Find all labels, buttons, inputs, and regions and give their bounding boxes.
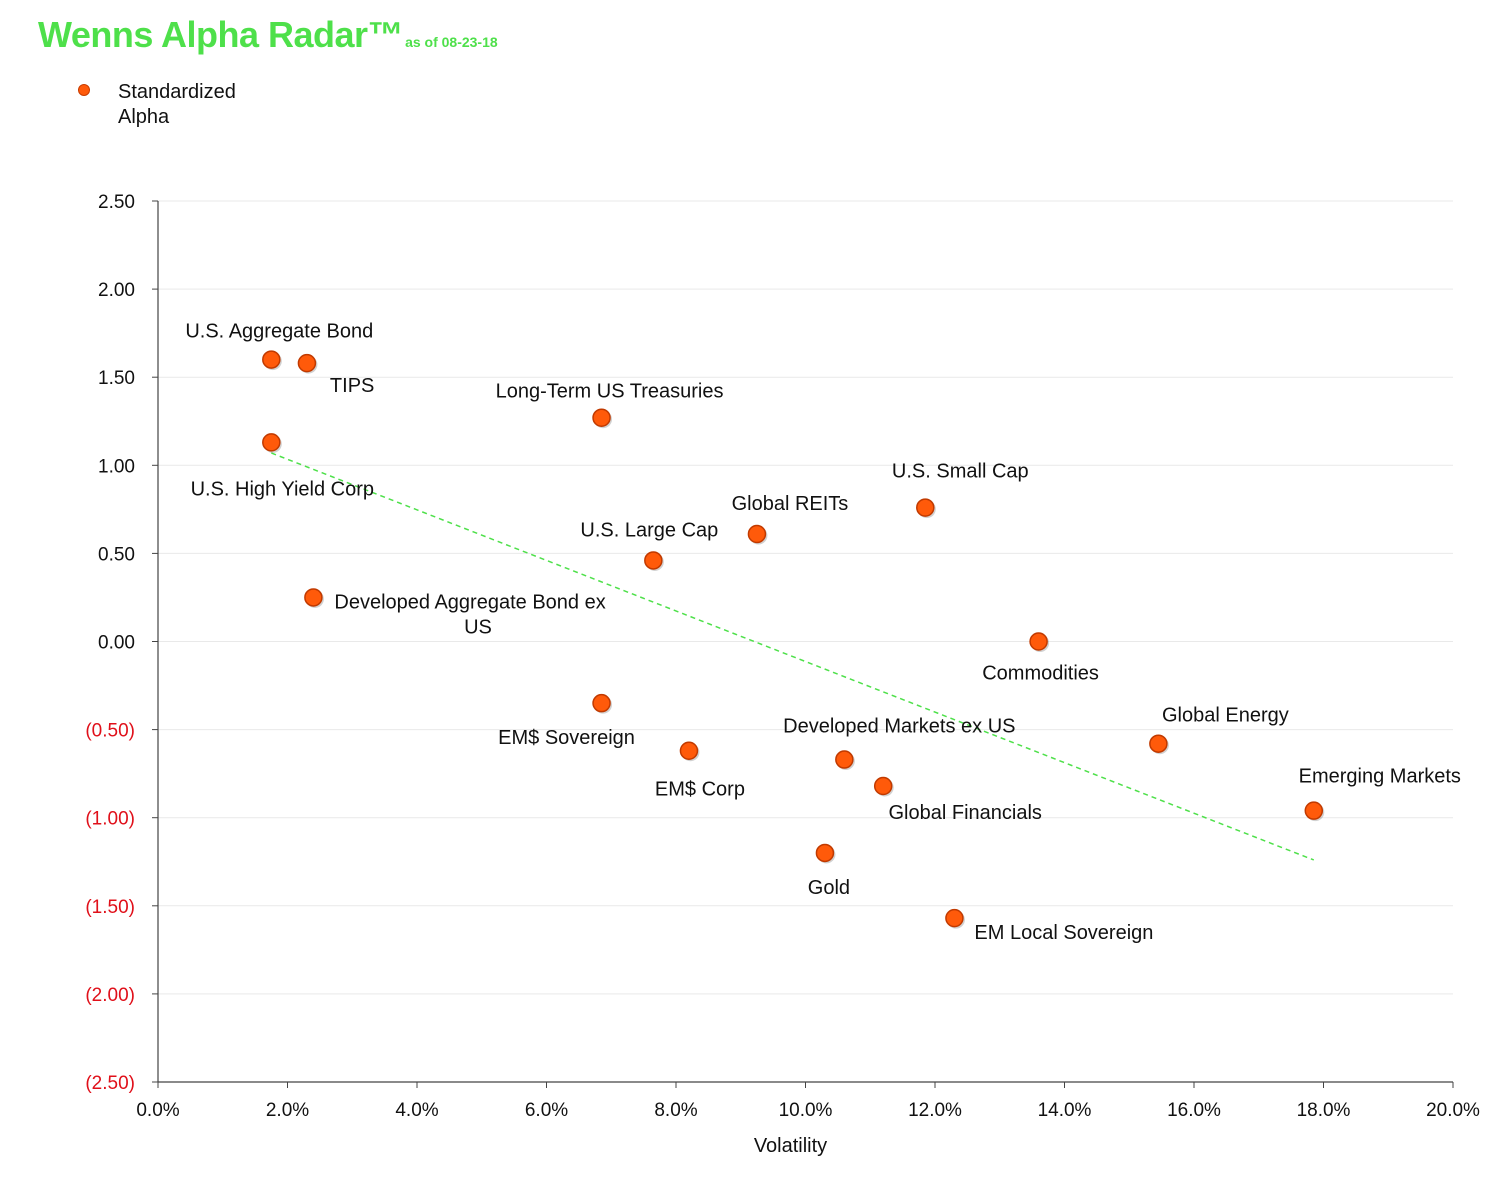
x-tick-label: 4.0% <box>395 1100 438 1121</box>
chart-subtitle: as of 08-23-18 <box>405 34 498 50</box>
data-point-label: Emerging Markets <box>1299 766 1461 788</box>
data-point-label: Developed Aggregate Bond ex <box>334 591 605 613</box>
x-tick-label: 20.0% <box>1426 1100 1480 1121</box>
x-tick-label: 6.0% <box>525 1100 568 1121</box>
data-point <box>916 498 935 517</box>
data-points <box>262 350 1325 929</box>
data-point-label: U.S. High Yield Corp <box>191 478 374 500</box>
data-point <box>304 588 323 607</box>
data-point <box>945 908 964 928</box>
data-point-label: Commodities <box>982 663 1099 685</box>
data-point <box>262 350 281 369</box>
data-point-label: U.S. Small Cap <box>892 461 1029 483</box>
data-point <box>1304 801 1324 820</box>
x-tick-label: 8.0% <box>654 1100 697 1121</box>
data-point-label: Global REITs <box>732 493 849 515</box>
tick-labels: 2.50 2.00 1.50 1.00 0.50 0.00 (0.50) (1.00) (1.5… <box>85 192 1480 1121</box>
y-tick-label: 0.50 <box>98 544 135 565</box>
data-point-label: TIPS <box>330 375 374 397</box>
chart-title: Wenns Alpha Radar™ <box>38 14 404 55</box>
x-tick-label: 10.0% <box>779 1100 833 1121</box>
data-point-label: Global Financials <box>888 802 1041 824</box>
data-point-label: Global Energy <box>1162 705 1289 727</box>
y-tick-label: (1.00) <box>85 809 135 830</box>
axes <box>152 200 1454 1088</box>
x-tick-label: 12.0% <box>908 1100 962 1121</box>
data-point <box>679 741 699 760</box>
y-tick-label: 2.50 <box>98 192 135 213</box>
data-point <box>297 353 317 373</box>
data-point <box>592 693 611 713</box>
legend-marker-icon <box>78 84 90 96</box>
x-tick-label: 0.0% <box>136 1100 179 1121</box>
chart-title-block: Wenns Alpha Radar™ as of 08-23-18 <box>38 14 498 56</box>
y-tick-label: 2.00 <box>98 280 135 301</box>
legend-label: Standardized Alpha <box>118 81 236 128</box>
y-tick-label: 1.00 <box>98 456 135 477</box>
y-tick-label: (2.50) <box>85 1073 135 1094</box>
y-tick-label: (2.00) <box>85 985 135 1006</box>
data-point <box>1029 632 1048 651</box>
data-point <box>592 408 611 427</box>
data-point-label: Gold <box>808 877 850 899</box>
y-tick-label: 1.50 <box>98 368 135 389</box>
y-tick-label: (1.50) <box>85 897 135 918</box>
data-point <box>835 750 854 769</box>
y-tick-label: (0.50) <box>85 721 135 742</box>
data-point-label: EM Local Sovereign <box>974 922 1153 944</box>
data-point-label: U.S. Large Cap <box>580 519 718 541</box>
x-tick-label: 2.0% <box>266 1100 309 1121</box>
y-tick-label: 0.00 <box>98 633 135 654</box>
data-point-label-line2: US <box>464 616 492 638</box>
x-tick-label: 14.0% <box>1038 1100 1092 1121</box>
data-point-label: Long-Term US Treasuries <box>496 381 724 403</box>
data-point <box>644 551 663 570</box>
x-axis-title: Volatility <box>754 1135 827 1157</box>
trendline-group <box>271 452 1315 861</box>
data-point <box>1149 734 1168 753</box>
data-point-label: EM$ Sovereign <box>498 727 635 749</box>
data-point-label: Developed Markets ex US <box>783 716 1015 738</box>
x-tick-label: 16.0% <box>1167 1100 1221 1121</box>
data-point <box>262 433 281 452</box>
data-point-label: EM$ Corp <box>655 779 745 801</box>
data-point <box>873 776 893 796</box>
data-point <box>747 524 767 544</box>
point-labels: U.S. Aggregate Bond TIPS Long-Term US Trea… <box>185 321 1461 945</box>
data-point <box>815 843 835 863</box>
trendline <box>271 452 1315 861</box>
x-tick-label: 18.0% <box>1297 1100 1351 1121</box>
data-point-label: U.S. Aggregate Bond <box>185 321 373 343</box>
